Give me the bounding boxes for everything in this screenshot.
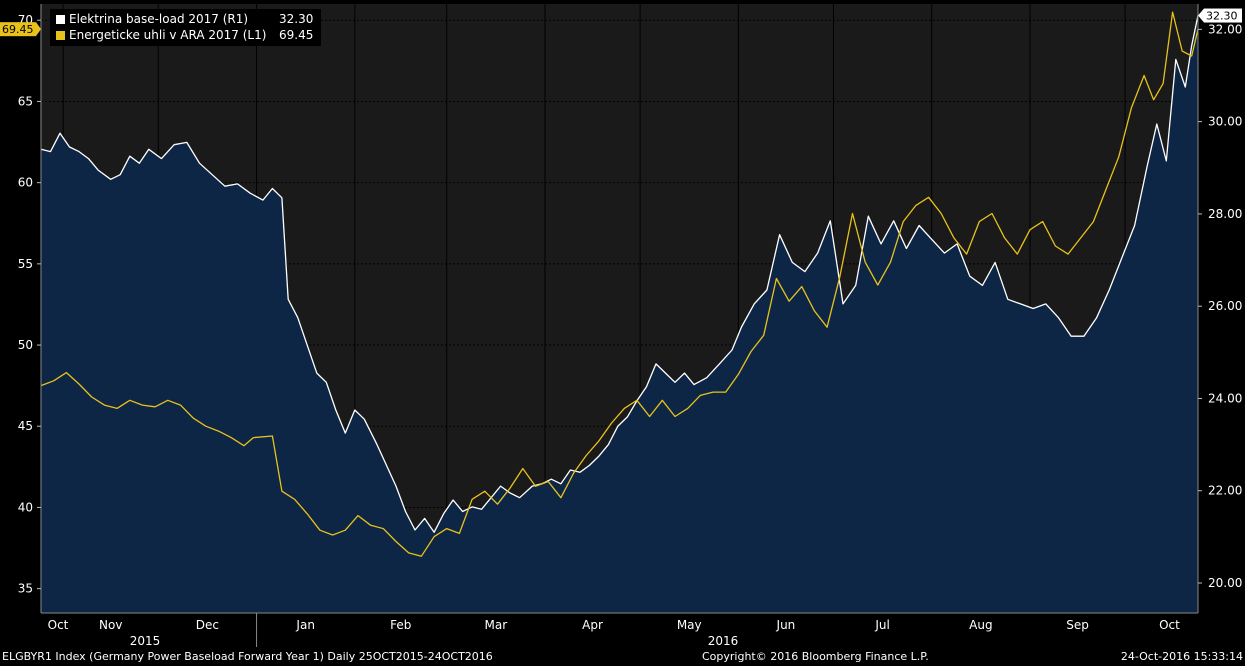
month-label: Aug xyxy=(969,618,992,632)
right-value-badge xyxy=(1204,8,1242,23)
left-tick-label: 40 xyxy=(18,500,33,514)
month-label: Jan xyxy=(295,618,315,632)
left-tick-label: 45 xyxy=(18,419,33,433)
month-label: May xyxy=(677,618,702,632)
right-tick-label: 24.00 xyxy=(1208,391,1242,405)
left-tick-label: 50 xyxy=(18,338,33,352)
month-label: Jul xyxy=(874,618,889,632)
legend-swatch-coal xyxy=(56,30,65,40)
month-label: Mar xyxy=(485,618,508,632)
left-badge-arrow xyxy=(36,22,41,37)
legend-label-power: Elektrina base-load 2017 (R1) xyxy=(69,12,249,26)
year-label: 2016 xyxy=(708,634,739,648)
legend-entry-coal[interactable]: Energeticke uhli v ARA 2017 (L1) 69.45 xyxy=(56,27,315,43)
right-tick-label: 26.00 xyxy=(1208,299,1242,313)
legend-value-coal: 69.45 xyxy=(279,28,314,42)
right-badge-arrow xyxy=(1198,8,1204,23)
right-tick-label: 30.00 xyxy=(1208,115,1242,129)
series-area-power xyxy=(41,15,1198,613)
month-label: Nov xyxy=(99,618,122,632)
left-tick-label: 35 xyxy=(18,582,33,596)
footer-timestamp: 24-Oct-2016 15:33:14 xyxy=(1120,650,1243,663)
legend-swatch-power xyxy=(56,14,65,24)
month-label: Feb xyxy=(390,618,411,632)
right-badge-text: 32.30 xyxy=(1206,10,1238,23)
month-label: Oct xyxy=(1159,618,1180,632)
month-label: Apr xyxy=(582,618,603,632)
footer-copyright: Copyright© 2016 Bloomberg Finance L.P. xyxy=(702,650,929,663)
left-value-badge xyxy=(0,22,36,37)
right-tick-label: 32.00 xyxy=(1208,22,1242,36)
legend-label-coal: Energeticke uhli v ARA 2017 (L1) xyxy=(69,28,267,42)
legend-value-power: 32.30 xyxy=(279,12,314,26)
footer-security: ELGBYR1 Index (Germany Power Baseload Fo… xyxy=(2,650,493,663)
left-badge-text: 69.45 xyxy=(2,23,34,36)
right-tick-label: 22.00 xyxy=(1208,484,1242,498)
month-label: Sep xyxy=(1066,618,1089,632)
month-label: Jun xyxy=(776,618,796,632)
left-tick-label: 55 xyxy=(18,257,33,271)
series-line-power xyxy=(40,15,1199,533)
month-label: Oct xyxy=(48,618,69,632)
left-tick-label: 65 xyxy=(18,94,33,108)
left-tick-label: 60 xyxy=(18,176,33,190)
series-line-coal xyxy=(40,11,1199,557)
right-tick-label: 20.00 xyxy=(1208,576,1242,590)
year-label: 2015 xyxy=(130,634,161,648)
right-tick-label: 28.00 xyxy=(1208,207,1242,221)
legend-entry-power[interactable]: Elektrina base-load 2017 (R1) 32.30 xyxy=(56,11,315,27)
month-label: Dec xyxy=(196,618,219,632)
legend: Elektrina base-load 2017 (R1) 32.30 Ener… xyxy=(50,9,321,46)
